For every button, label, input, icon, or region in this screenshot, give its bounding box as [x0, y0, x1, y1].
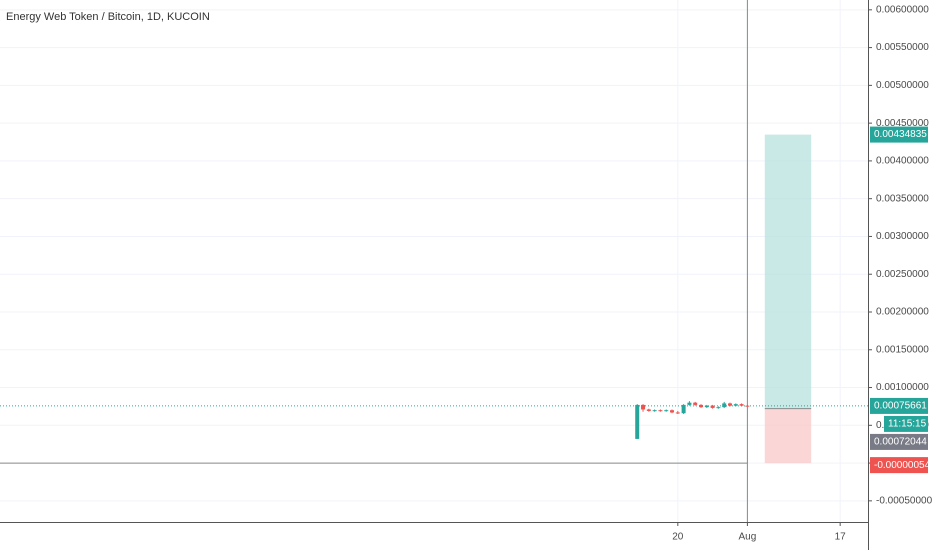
candle-body [722, 403, 727, 408]
candle-body [710, 405, 715, 408]
candle-body [675, 412, 680, 414]
countdown-bg [884, 415, 928, 432]
y-tick-label: 0.00350000 [876, 193, 929, 204]
y-tick-label: 0.00400000 [876, 156, 929, 167]
x-tick-label: 17 [835, 532, 847, 543]
y-tick-label: 0.00300000 [876, 231, 929, 242]
y-tick-label: 0.00500000 [876, 80, 929, 91]
stop-tag: -0.00000054 [874, 460, 931, 471]
candle-body [664, 410, 669, 412]
countdown: 11:15:15 [888, 419, 927, 430]
candle-body [704, 405, 709, 408]
loss-zone [764, 408, 812, 464]
candle-body [681, 404, 686, 414]
y-tick-label: -0.00050000 [876, 495, 932, 506]
candle-body [728, 403, 733, 406]
candle-body [635, 404, 640, 439]
entry-tag: 0.00072044 [874, 437, 927, 448]
y-tick-label: 0.00250000 [876, 269, 929, 280]
chart-title: Energy Web Token / Bitcoin, 1D, KUCOIN [6, 11, 210, 23]
candle-body [687, 402, 692, 405]
y-tick-label: 0.00600000 [876, 4, 929, 15]
candle-body [646, 409, 651, 411]
y-tick-label: 0.00550000 [876, 42, 929, 53]
last-price-tag-bg [870, 397, 928, 414]
candle-body [652, 410, 657, 412]
stop-tag-bg [870, 457, 928, 474]
y-tick-label: 0.00150000 [876, 344, 929, 355]
entry-tag-bg [870, 433, 928, 450]
candle-body [699, 404, 704, 408]
candle-body [658, 410, 663, 412]
x-tick-label: Aug [738, 532, 756, 543]
candle-body [739, 404, 744, 406]
last-price-tag: 0.00075661 [874, 401, 927, 412]
y-tick-label: 0.00100000 [876, 382, 929, 393]
y-tick-label: 0.00450000 [876, 118, 929, 129]
candle-body [693, 402, 698, 405]
candle-body [733, 404, 738, 406]
x-tick-label: 20 [672, 532, 684, 543]
target-tag: 0.00434835 [874, 129, 927, 140]
y-tick-label: 0.00200000 [876, 307, 929, 318]
candle-body [641, 404, 646, 410]
profit-zone [764, 134, 812, 409]
candle-body [745, 405, 750, 407]
candle-body [716, 407, 721, 409]
candle-body [670, 410, 675, 413]
target-tag-bg [870, 126, 928, 143]
